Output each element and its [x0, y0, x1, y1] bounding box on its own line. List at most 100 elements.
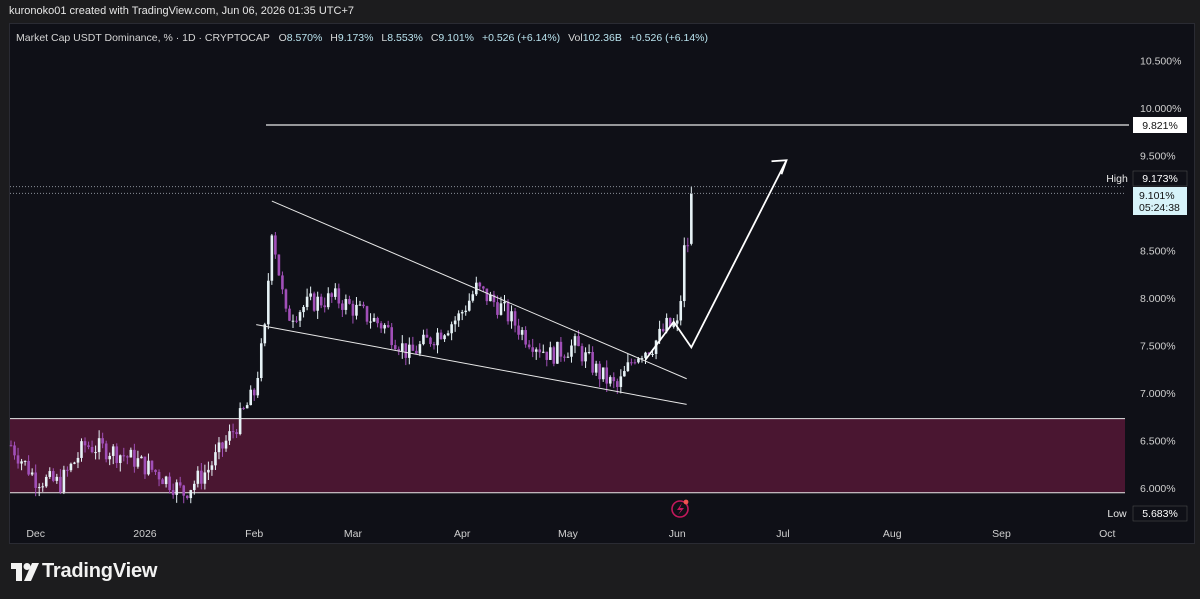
candle[interactable] — [143, 456, 147, 479]
candle[interactable] — [376, 316, 379, 328]
candle[interactable] — [221, 441, 224, 457]
candle[interactable] — [520, 327, 524, 341]
candle[interactable] — [140, 455, 143, 459]
candle[interactable] — [334, 283, 337, 300]
candle[interactable] — [242, 406, 245, 411]
candle[interactable] — [231, 423, 235, 439]
candle[interactable] — [200, 463, 203, 490]
candle[interactable] — [471, 290, 475, 303]
candle[interactable] — [503, 295, 506, 312]
candle[interactable] — [460, 309, 464, 321]
candle[interactable] — [457, 310, 460, 327]
candle[interactable] — [136, 450, 140, 469]
candle[interactable] — [563, 354, 566, 362]
candle[interactable] — [182, 484, 186, 504]
candle[interactable] — [94, 445, 97, 460]
candle[interactable] — [443, 334, 446, 342]
candle[interactable] — [118, 454, 122, 472]
candle[interactable] — [439, 329, 443, 340]
candle[interactable] — [478, 281, 482, 291]
candle[interactable] — [80, 438, 83, 462]
lightning-event-icon[interactable] — [671, 499, 689, 518]
candle[interactable] — [150, 460, 154, 473]
candle[interactable] — [281, 271, 284, 295]
candle[interactable] — [682, 237, 686, 308]
candle[interactable] — [570, 339, 573, 363]
candle[interactable] — [654, 339, 658, 360]
candle[interactable] — [168, 472, 171, 494]
candle[interactable] — [436, 328, 439, 354]
candle[interactable] — [566, 352, 570, 358]
candle[interactable] — [369, 313, 372, 329]
candle[interactable] — [400, 335, 404, 359]
candle[interactable] — [245, 402, 249, 409]
candle[interactable] — [485, 288, 489, 306]
candle[interactable] — [510, 305, 513, 329]
candle[interactable] — [355, 297, 358, 320]
candle[interactable] — [224, 435, 228, 452]
candle[interactable] — [171, 483, 175, 499]
candle[interactable] — [97, 430, 101, 460]
candle[interactable] — [573, 333, 577, 354]
candle[interactable] — [415, 345, 418, 355]
candle[interactable] — [27, 455, 30, 476]
candle[interactable] — [408, 337, 411, 365]
candle[interactable] — [390, 323, 393, 350]
candle[interactable] — [319, 293, 323, 309]
candle[interactable] — [482, 285, 485, 292]
candle[interactable] — [348, 295, 351, 305]
candle[interactable] — [429, 336, 432, 347]
candle[interactable] — [126, 455, 129, 465]
candle[interactable] — [541, 344, 545, 354]
candle[interactable] — [69, 462, 73, 473]
candle[interactable] — [630, 358, 633, 366]
candle[interactable] — [591, 346, 594, 376]
candle[interactable] — [619, 369, 623, 394]
candle[interactable] — [513, 307, 517, 333]
candle[interactable] — [312, 291, 316, 312]
candle[interactable] — [612, 372, 616, 389]
candle[interactable] — [464, 305, 468, 316]
candle[interactable] — [556, 341, 559, 364]
candle[interactable] — [386, 320, 390, 329]
candle[interactable] — [527, 340, 531, 350]
candle[interactable] — [344, 294, 348, 315]
candle[interactable] — [185, 495, 189, 500]
candle[interactable] — [549, 341, 552, 361]
candle[interactable] — [161, 477, 164, 485]
candle[interactable] — [524, 326, 527, 348]
candle[interactable] — [450, 321, 453, 341]
candle[interactable] — [351, 300, 355, 324]
candle[interactable] — [217, 437, 221, 460]
candle[interactable] — [238, 402, 242, 436]
candle[interactable] — [372, 313, 376, 323]
candle[interactable] — [288, 305, 291, 322]
candle[interactable] — [9, 440, 13, 447]
candle[interactable] — [207, 461, 210, 480]
candle[interactable] — [432, 341, 436, 350]
candle[interactable] — [538, 343, 542, 358]
candle[interactable] — [690, 186, 693, 246]
candle[interactable] — [214, 444, 217, 470]
candle[interactable] — [341, 300, 344, 317]
candle[interactable] — [686, 237, 690, 253]
candle[interactable] — [626, 353, 630, 373]
demand-zone[interactable] — [10, 418, 1125, 493]
candle[interactable] — [147, 453, 150, 476]
candle[interactable] — [337, 283, 341, 309]
wedge-upper-trendline[interactable] — [271, 200, 687, 380]
candle[interactable] — [362, 301, 365, 309]
candle[interactable] — [228, 424, 231, 446]
candle[interactable] — [20, 458, 23, 471]
candle[interactable] — [111, 444, 115, 465]
candle[interactable] — [252, 388, 256, 401]
candle[interactable] — [37, 483, 41, 497]
candle[interactable] — [552, 345, 556, 367]
candle[interactable] — [330, 292, 334, 303]
candle[interactable] — [545, 351, 549, 367]
candle[interactable] — [411, 336, 415, 351]
candle[interactable] — [418, 340, 422, 357]
candle[interactable] — [305, 288, 309, 311]
candle[interactable] — [235, 429, 238, 439]
candle[interactable] — [256, 371, 260, 398]
